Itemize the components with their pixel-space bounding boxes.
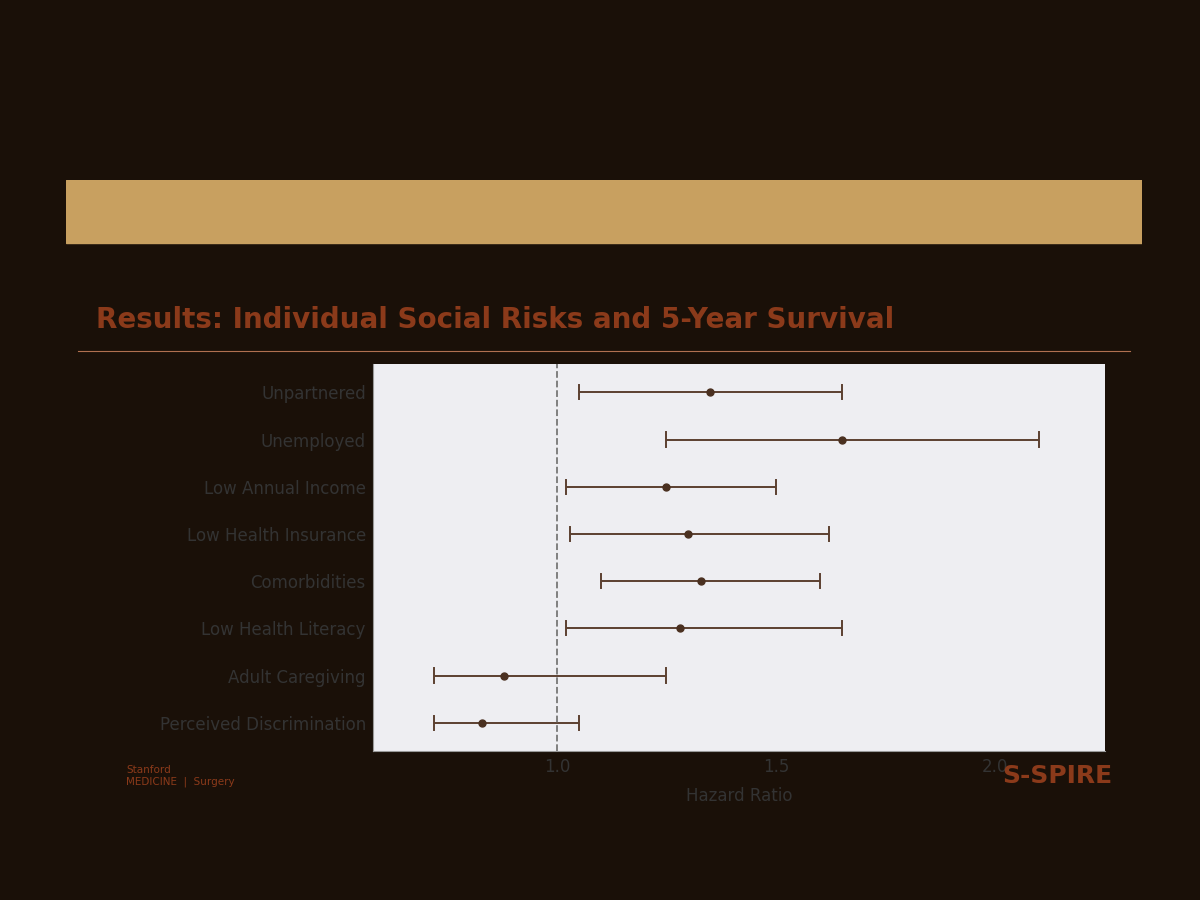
X-axis label: Hazard Ratio: Hazard Ratio [685,788,792,806]
Text: Results: Individual Social Risks and 5-Year Survival: Results: Individual Social Risks and 5-Y… [96,306,894,334]
Text: S-SPIRE: S-SPIRE [1002,764,1112,788]
Bar [66,180,1142,243]
Text: Stanford
MEDICINE  |  Surgery: Stanford MEDICINE | Surgery [126,765,235,788]
